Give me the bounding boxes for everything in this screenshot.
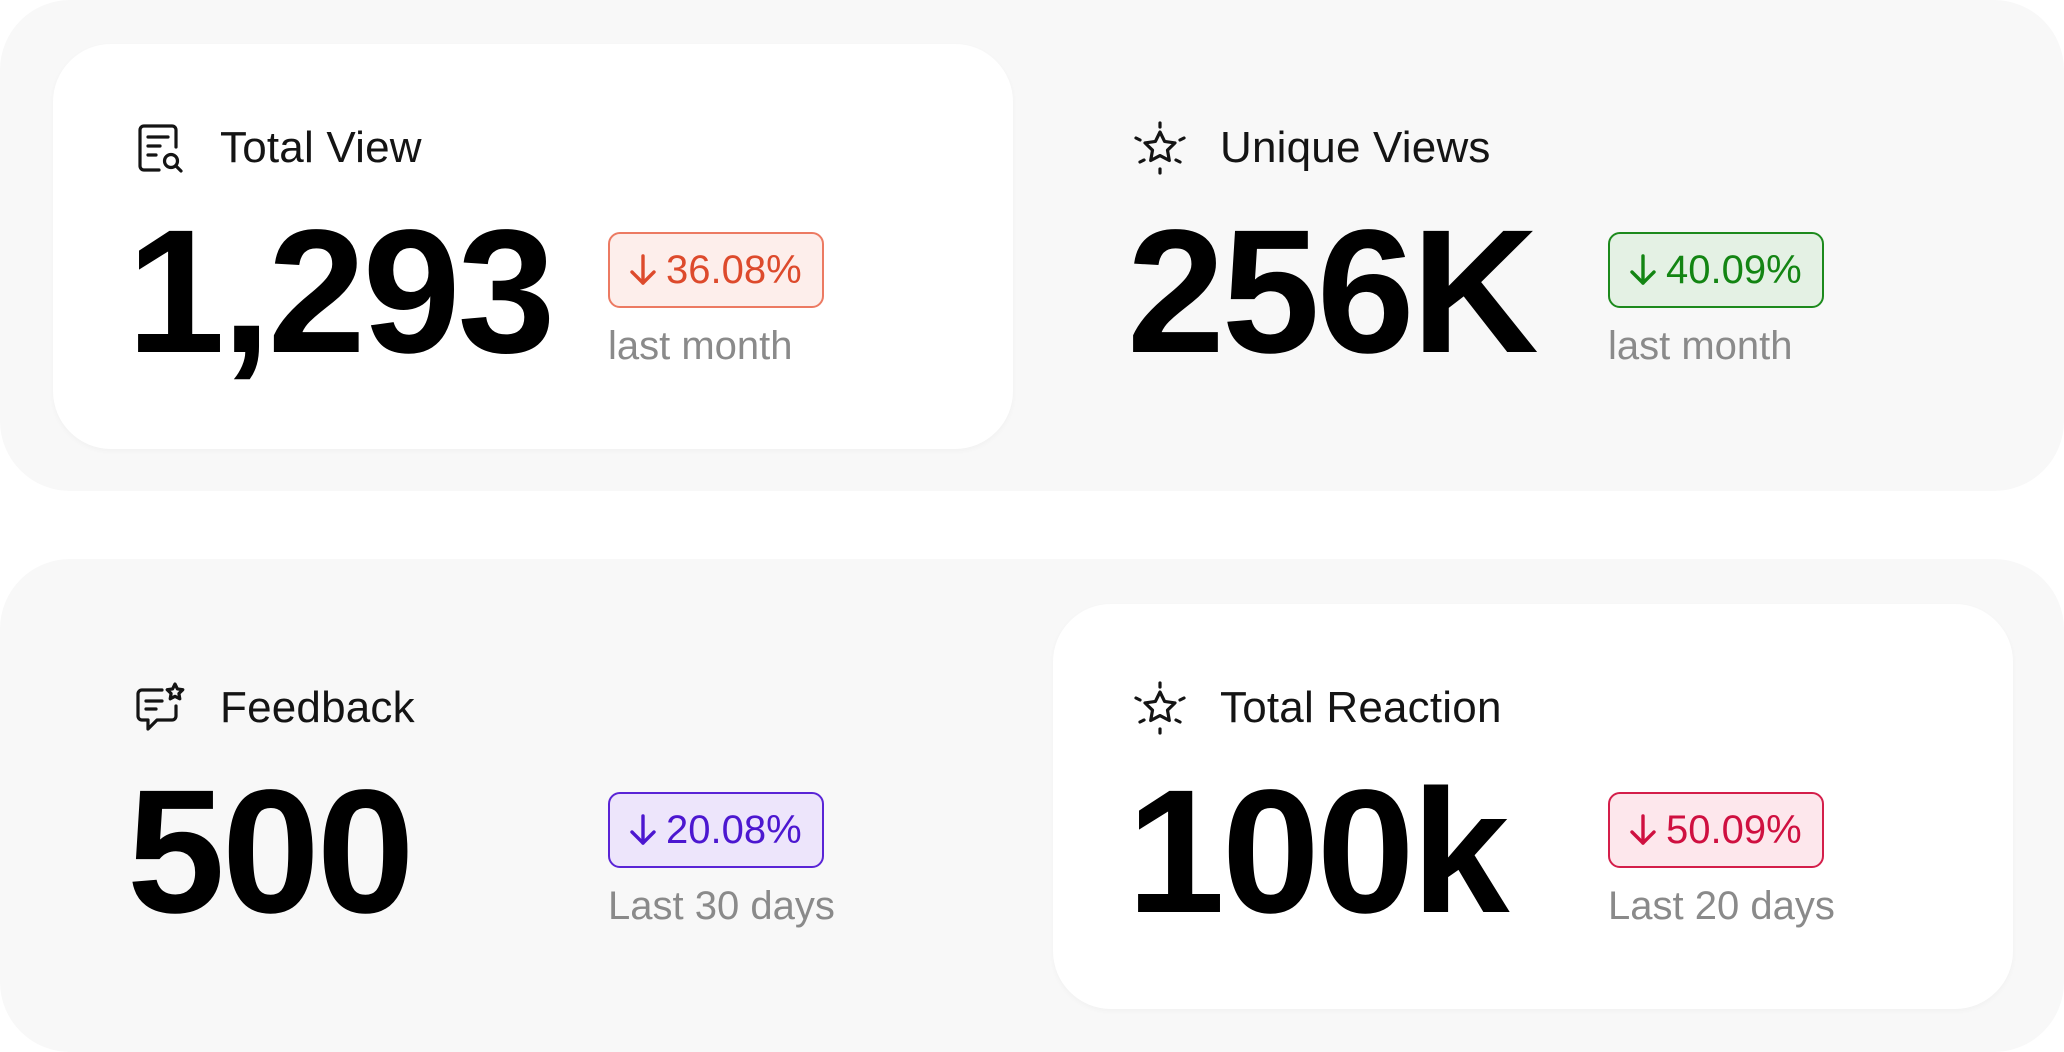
change-badge: 36.08% [608,232,824,308]
stat-card-unique-views[interactable]: Unique Views 256K 40.09% last month [1053,44,2013,449]
stat-title: Total View [220,123,422,172]
change-value: 50.09% [1666,807,1802,852]
stat-card-header: Total Reaction [1132,678,1502,738]
stat-value: 1,293 [127,194,555,390]
stat-card-total-view[interactable]: Total View 1,293 36.08% last month [53,44,1013,449]
change-value: 20.08% [666,807,802,852]
change-badge: 50.09% [1608,792,1824,868]
stat-value: 256K [1127,194,1539,390]
chat-star-icon [132,680,188,736]
stat-card-total-reaction[interactable]: Total Reaction 100k 50.09% Last 20 days [1053,604,2013,1009]
stat-card-header: Feedback [132,678,415,738]
arrow-down-icon [1628,252,1658,288]
change-badge: 40.09% [1608,232,1824,308]
stat-title: Unique Views [1220,123,1491,172]
arrow-down-icon [628,252,658,288]
stat-period: last month [1608,324,1793,368]
document-search-icon [132,120,188,176]
change-value: 36.08% [666,247,802,292]
stat-title: Feedback [220,683,415,732]
stat-period: Last 30 days [608,884,835,928]
stat-card-header: Total View [132,118,422,178]
stat-period: Last 20 days [1608,884,1835,928]
stat-card-feedback[interactable]: Feedback 500 20.08% Last 30 days [53,604,1013,1009]
stat-card-header: Unique Views [1132,118,1491,178]
sparkle-star-icon [1132,680,1188,736]
arrow-down-icon [628,812,658,848]
stat-period: last month [608,324,793,368]
stat-value: 100k [1127,754,1510,950]
change-value: 40.09% [1666,247,1802,292]
arrow-down-icon [1628,812,1658,848]
sparkle-star-icon [1132,120,1188,176]
stat-title: Total Reaction [1220,683,1502,732]
change-badge: 20.08% [608,792,824,868]
stat-value: 500 [127,754,415,950]
